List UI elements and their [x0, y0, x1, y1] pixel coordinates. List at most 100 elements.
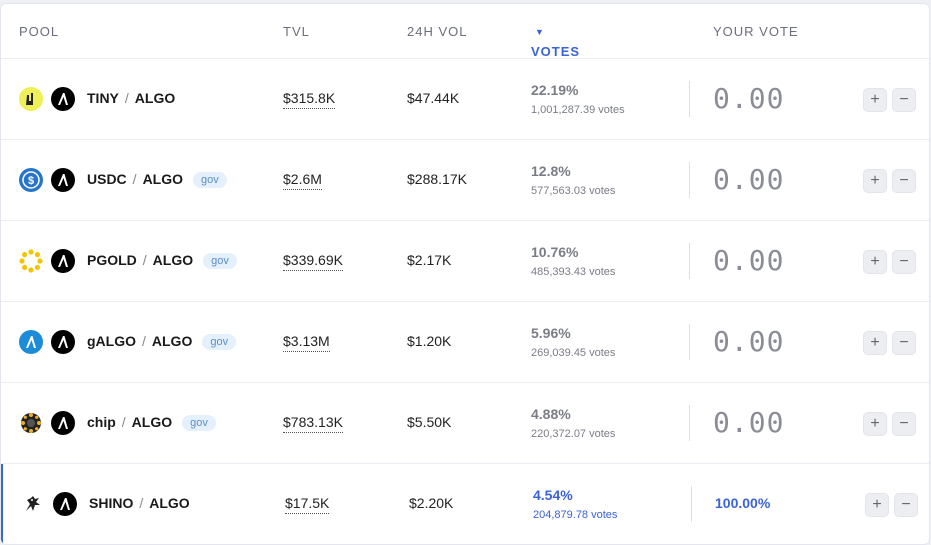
vol-value: $2.20K — [409, 495, 454, 511]
base-symbol: ALGO — [149, 495, 190, 511]
pool-pair[interactable]: SHINO / ALGO — [89, 495, 190, 511]
divider — [689, 162, 690, 198]
pool-pair[interactable]: USDC / ALGO gov — [87, 171, 227, 188]
base-symbol: ALGO — [152, 252, 194, 268]
algo-token-icon — [51, 411, 75, 435]
tvl-value[interactable]: $17.5K — [285, 495, 330, 514]
base-symbol: ALGO — [151, 333, 193, 349]
table-row[interactable]: gALGO / ALGO gov $3.13M $1.20K 5.96% 269,03… — [1, 302, 929, 383]
base-symbol: ALGO — [142, 171, 184, 187]
header-24h-vol[interactable]: 24H VOL — [407, 24, 468, 39]
header-pool[interactable]: POOL — [19, 24, 60, 39]
chip-token-icon — [19, 411, 43, 435]
usdc-token-icon: $ — [19, 168, 43, 192]
increase-vote-button[interactable]: + — [863, 412, 887, 436]
table-row[interactable]: $ USDC / ALGO gov $2.6M $288.17K 12.8% 577,… — [1, 140, 929, 221]
vote-count: 220,372.07 votes — [531, 428, 616, 440]
vol-value: $47.44K — [407, 90, 460, 106]
vol-value: $2.17K — [407, 252, 452, 268]
increase-vote-button[interactable]: + — [863, 88, 887, 112]
vote-percent: 22.19% — [531, 82, 579, 98]
pair-separator: / — [142, 252, 147, 268]
vol-value: $1.20K — [407, 333, 452, 349]
increase-vote-button[interactable]: + — [865, 493, 889, 517]
tvl-value[interactable]: $315.8K — [283, 90, 336, 109]
algo-token-icon — [51, 249, 75, 273]
tvl-value[interactable]: $783.13K — [283, 414, 343, 433]
pair-separator: / — [124, 90, 129, 106]
gov-badge: gov — [193, 172, 227, 188]
header-tvl[interactable]: TVL — [283, 24, 310, 39]
tiny-token-icon — [19, 87, 43, 111]
base-symbol: ALGO — [134, 90, 176, 106]
tvl-value[interactable]: $3.13M — [283, 333, 330, 352]
your-vote-input[interactable]: 0.00 — [713, 406, 785, 439]
your-vote-input[interactable]: 0.00 — [713, 244, 785, 277]
pool-pair[interactable]: TINY / ALGO — [87, 90, 175, 106]
base-symbol: ALGO — [131, 414, 173, 430]
your-vote-input[interactable]: 0.00 — [713, 82, 785, 115]
pool-pair[interactable]: chip / ALGO gov — [87, 414, 216, 431]
your-vote-input[interactable]: 100.00% — [715, 495, 771, 511]
token-symbol: gALGO — [87, 333, 136, 349]
increase-vote-button[interactable]: + — [863, 250, 887, 274]
vote-count: 485,393.43 votes — [531, 266, 616, 278]
token-symbol: chip — [87, 414, 116, 430]
increase-vote-button[interactable]: + — [863, 331, 887, 355]
table-row[interactable]: PGOLD / ALGO gov $339.69K $2.17K 10.76% 485… — [1, 221, 929, 302]
shino-token-icon — [21, 492, 45, 516]
algo-token-icon — [53, 492, 77, 516]
table-row[interactable]: chip / ALGO gov $783.13K $5.50K 4.88% 220,3… — [1, 383, 929, 464]
divider — [691, 486, 692, 522]
header-votes-label: VOTES — [531, 44, 581, 59]
decrease-vote-button[interactable]: − — [892, 88, 916, 112]
token-symbol: SHINO — [89, 495, 134, 511]
svg-text:$: $ — [28, 175, 34, 187]
table-row-selected[interactable]: SHINO / ALGO $17.5K $2.20K 4.54% 204,879.7… — [1, 464, 929, 544]
gov-badge: gov — [203, 253, 237, 269]
vote-count: 269,039.45 votes — [531, 347, 616, 359]
header-your-vote: YOUR VOTE — [713, 24, 799, 39]
vote-count: 204,879.78 votes — [533, 509, 618, 521]
tvl-value[interactable]: $339.69K — [283, 252, 343, 271]
vote-percent: 4.54% — [533, 487, 573, 503]
algo-token-icon — [51, 330, 75, 354]
your-vote-input[interactable]: 0.00 — [713, 325, 785, 358]
vote-panel: POOL TVL 24H VOL VOTES ▼ YOUR VOTE TINY / A… — [0, 3, 930, 545]
divider — [689, 243, 690, 279]
token-symbol: PGOLD — [87, 252, 137, 268]
decrease-vote-button[interactable]: − — [892, 250, 916, 274]
pair-separator: / — [121, 414, 126, 430]
pool-pair[interactable]: gALGO / ALGO gov — [87, 333, 237, 350]
decrease-vote-button[interactable]: − — [892, 412, 916, 436]
vol-value: $288.17K — [407, 171, 467, 187]
vote-count: 1,001,287.39 votes — [531, 104, 625, 116]
galgo-token-icon — [19, 330, 43, 354]
pair-separator: / — [139, 495, 144, 511]
algo-token-icon — [51, 168, 75, 192]
table-header: POOL TVL 24H VOL VOTES ▼ YOUR VOTE — [1, 4, 929, 59]
pair-separator: / — [132, 171, 137, 187]
vote-percent: 10.76% — [531, 244, 579, 260]
vote-percent: 5.96% — [531, 325, 571, 341]
header-votes-sort[interactable]: VOTES ▼ — [531, 24, 579, 59]
your-vote-input[interactable]: 0.00 — [713, 163, 785, 196]
vote-count: 577,563.03 votes — [531, 185, 616, 197]
decrease-vote-button[interactable]: − — [892, 169, 916, 193]
decrease-vote-button[interactable]: − — [894, 493, 918, 517]
pair-separator: / — [142, 333, 146, 349]
vote-percent: 4.88% — [531, 406, 571, 422]
table-row[interactable]: TINY / ALGO $315.8K $47.44K 22.19% 1,001,2… — [1, 59, 929, 140]
pgold-token-icon — [19, 249, 43, 273]
token-symbol: TINY — [87, 90, 119, 106]
divider — [689, 81, 690, 117]
tvl-value[interactable]: $2.6M — [283, 171, 322, 190]
gov-badge: gov — [182, 415, 216, 431]
token-symbol: USDC — [87, 171, 127, 187]
algo-token-icon — [51, 87, 75, 111]
divider — [689, 324, 690, 360]
decrease-vote-button[interactable]: − — [892, 331, 916, 355]
increase-vote-button[interactable]: + — [863, 169, 887, 193]
pool-pair[interactable]: PGOLD / ALGO gov — [87, 252, 237, 269]
sort-desc-icon: ▼ — [535, 27, 545, 37]
